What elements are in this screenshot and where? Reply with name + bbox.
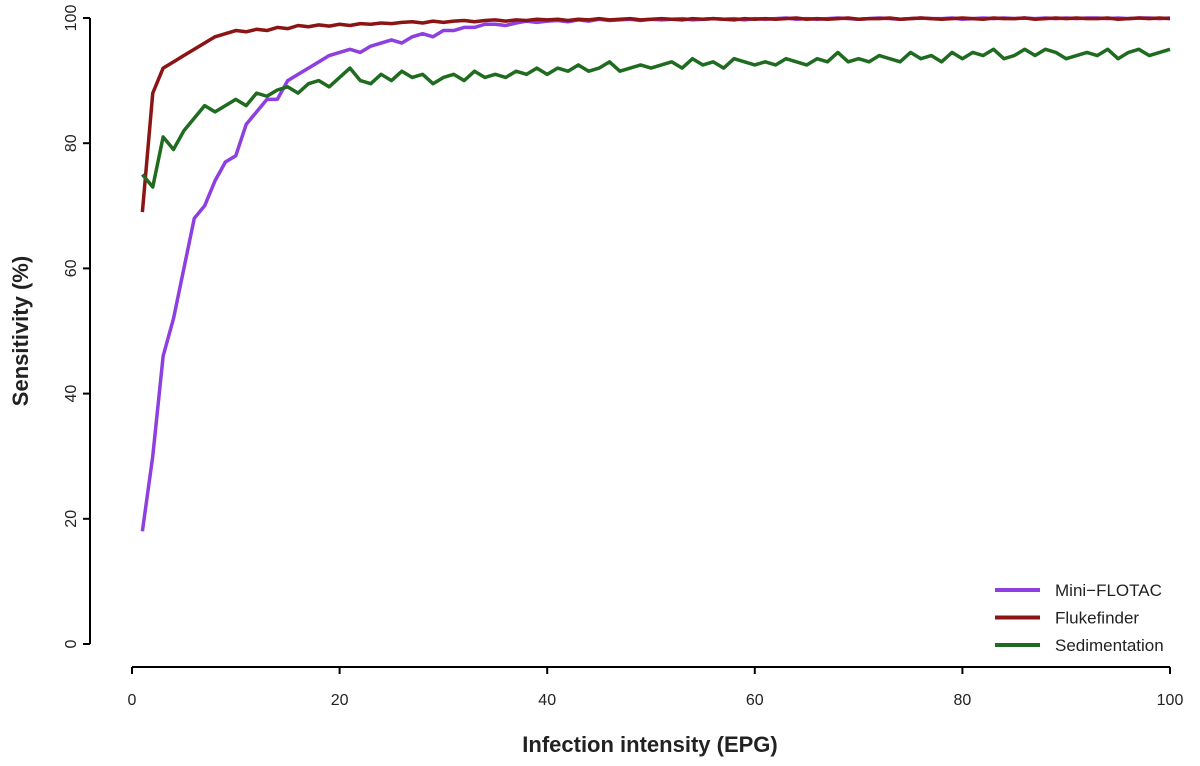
series-line [140,16,1171,213]
y-tick-label: 100 [63,5,80,32]
y-tick-label: 40 [63,385,80,403]
y-tick-label: 20 [63,510,80,528]
legend-label: Sedimentation [1055,636,1164,655]
series-line [140,16,1171,532]
y-axis-label: Sensitivity (%) [8,256,33,406]
y-tick-label: 80 [63,134,80,152]
x-tick-label: 20 [331,692,349,709]
x-tick-label: 40 [538,692,556,709]
y-tick-label: 0 [63,639,80,648]
legend-label: Mini−FLOTAC [1055,581,1162,600]
x-tick-label: 80 [954,692,972,709]
y-tick-label: 60 [63,259,80,277]
x-tick-label: 100 [1157,692,1184,709]
x-tick-label: 60 [746,692,764,709]
x-axis-label: Infection intensity (EPG) [522,732,777,757]
series-line [141,47,1171,189]
x-tick-label: 0 [128,692,137,709]
legend-label: Flukefinder [1055,609,1139,628]
